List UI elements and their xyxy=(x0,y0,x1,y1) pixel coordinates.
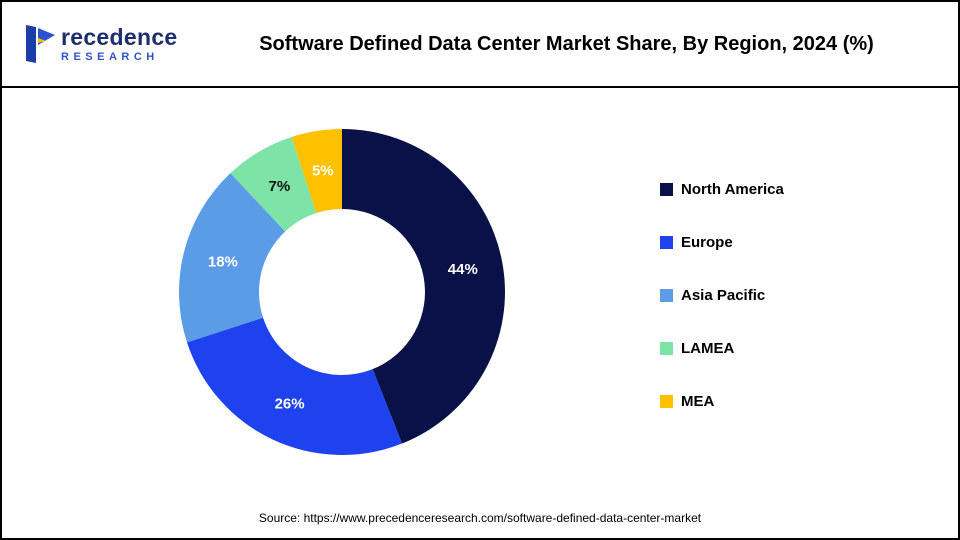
chart-title: Software Defined Data Center Market Shar… xyxy=(259,32,874,55)
legend-swatch xyxy=(660,289,673,302)
source-text: Source: https://www.precedenceresearch.c… xyxy=(258,511,702,525)
slice-value-label: 18% xyxy=(208,253,238,270)
slice-value-label: 7% xyxy=(269,178,291,195)
legend-label: MEA xyxy=(681,393,715,410)
slice-value-label: 5% xyxy=(312,163,334,180)
legend-swatch xyxy=(660,236,673,249)
legend-swatch xyxy=(660,183,673,196)
legend-item-mea: MEA xyxy=(660,394,784,409)
legend-item-asia-pacific: Asia Pacific xyxy=(660,288,784,303)
logo-subtitle: RESEARCH xyxy=(61,50,159,63)
donut-slice-europe xyxy=(186,317,402,455)
donut-slice-lamea xyxy=(230,136,317,232)
donut-slice-mea xyxy=(291,129,342,214)
donut-slice-asia-pacific xyxy=(179,173,286,343)
donut-chart: 44% 26% 18% 7% 5% xyxy=(172,122,512,467)
logo-wordmark: recedence xyxy=(61,23,178,50)
legend-label: LAMEA xyxy=(681,340,735,357)
legend-label: Asia Pacific xyxy=(681,287,766,304)
legend-label: North America xyxy=(681,181,784,198)
precedence-research-logo: recedence RESEARCH xyxy=(24,24,209,64)
legend-item-north-america: North America xyxy=(660,182,784,197)
slice-value-label: 44% xyxy=(448,261,478,278)
slice-value-label: 26% xyxy=(275,395,305,412)
chart-area: 44% 26% 18% 7% 5% North America Europe Asia Pa… xyxy=(2,88,958,538)
legend-swatch xyxy=(660,395,673,408)
legend-item-lamea: LAMEA xyxy=(660,341,784,356)
legend-label: Europe xyxy=(681,234,733,251)
logo-text: recedence RESEARCH xyxy=(61,23,178,63)
donut-slice-north-america xyxy=(342,129,505,444)
donut-svg: 44% 26% 18% 7% 5% xyxy=(179,129,505,455)
header: recedence RESEARCH Software Defined Data… xyxy=(2,2,958,88)
legend-item-europe: Europe xyxy=(660,235,784,250)
legend-swatch xyxy=(660,342,673,355)
logo-p-icon xyxy=(26,25,55,63)
legend: North America Europe Asia Pacific LAMEA MEA xyxy=(660,182,784,409)
